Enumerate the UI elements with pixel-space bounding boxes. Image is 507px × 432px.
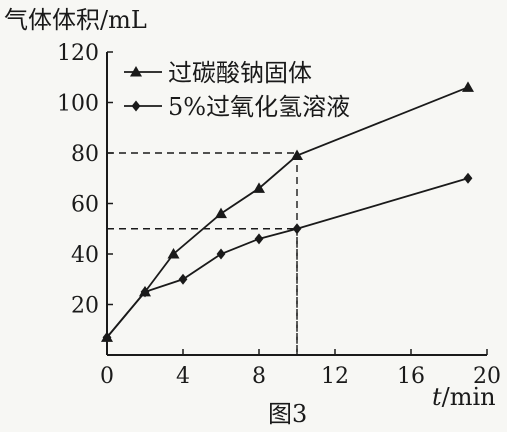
legend-marker-triangle xyxy=(130,66,142,77)
x-axis-variable: t xyxy=(432,383,442,411)
data-point-series-2 xyxy=(216,248,226,260)
x-tick-label: 20 xyxy=(473,364,501,389)
data-markers xyxy=(101,81,474,343)
series-line-2 xyxy=(106,177,469,338)
data-point-series-1 xyxy=(215,207,227,219)
legend: 过碳酸钠固体 5%过氧化氢溶液 xyxy=(124,59,350,121)
data-point-series-2 xyxy=(463,172,473,184)
legend-label: 过碳酸钠固体 xyxy=(168,59,312,87)
x-tick-label: 12 xyxy=(321,364,349,389)
x-tick-label: 4 xyxy=(176,364,190,389)
data-point-series-2 xyxy=(140,286,150,298)
data-point-series-1 xyxy=(167,248,180,259)
legend-label: 5%过氧化氢溶液 xyxy=(168,93,350,121)
x-tick-label: 0 xyxy=(100,364,114,389)
y-tick-label: 100 xyxy=(57,92,99,117)
data-point-series-1 xyxy=(462,81,474,92)
y-tick-label: 80 xyxy=(71,142,99,167)
y-tick-label: 60 xyxy=(71,193,99,218)
y-tick-label: 20 xyxy=(71,294,99,319)
y-tick-label: 120 xyxy=(57,41,99,66)
data-point-series-2 xyxy=(178,273,188,285)
reference-lines xyxy=(107,152,298,355)
y-tick-label: 40 xyxy=(71,243,99,268)
series-line-1 xyxy=(106,86,469,338)
data-point-series-2 xyxy=(254,233,264,245)
series-lines xyxy=(106,86,469,338)
data-point-series-2 xyxy=(102,331,112,343)
x-axis-title: t/min xyxy=(432,383,496,411)
axes: 0 4 8 12 16 20 20 40 60 80 100 120 xyxy=(57,41,501,389)
legend-marker-diamond xyxy=(131,100,141,112)
y-axis-title: 气体体积/mL xyxy=(4,6,147,34)
x-axis-unit: /min xyxy=(442,383,496,411)
figure-caption: 图3 xyxy=(268,400,307,428)
data-point-series-2 xyxy=(292,223,302,235)
x-tick-label: 16 xyxy=(397,364,425,389)
data-point-series-1 xyxy=(253,182,265,193)
data-point-series-1 xyxy=(291,149,303,161)
x-tick-label: 8 xyxy=(252,364,266,389)
